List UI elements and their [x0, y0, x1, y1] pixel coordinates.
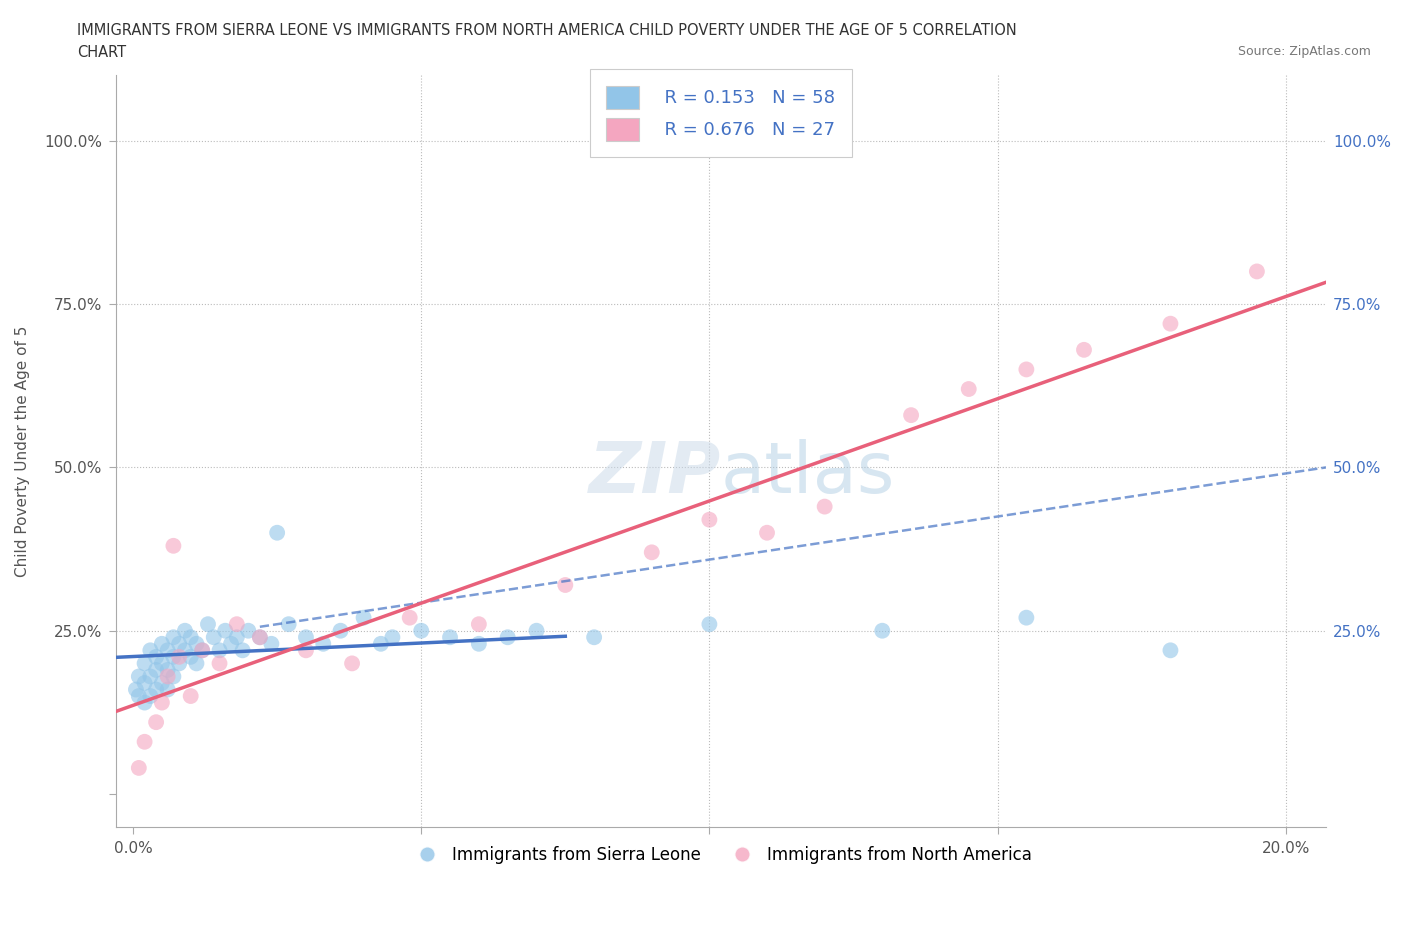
Point	[191, 643, 214, 658]
Point	[145, 649, 167, 664]
Point	[439, 630, 461, 644]
Point	[312, 636, 335, 651]
Point	[162, 630, 184, 644]
Point	[134, 675, 156, 690]
Point	[150, 636, 173, 651]
Point	[1073, 342, 1095, 357]
Point	[329, 623, 352, 638]
Point	[208, 656, 231, 671]
Point	[295, 643, 318, 658]
Point	[232, 643, 254, 658]
Point	[128, 761, 150, 776]
Point	[1246, 264, 1268, 279]
Point	[1159, 643, 1181, 658]
Point	[145, 662, 167, 677]
Point	[295, 630, 318, 644]
Text: ZIP: ZIP	[589, 439, 721, 508]
Point	[900, 407, 922, 422]
Point	[238, 623, 260, 638]
Point	[202, 630, 225, 644]
Point	[145, 682, 167, 697]
Point	[139, 669, 162, 684]
Point	[699, 617, 721, 631]
Point	[214, 623, 236, 638]
Point	[1015, 610, 1038, 625]
Point	[191, 643, 214, 658]
Point	[150, 695, 173, 710]
Point	[266, 525, 288, 540]
Text: atlas: atlas	[721, 439, 896, 508]
Point	[134, 735, 156, 750]
Point	[180, 649, 202, 664]
Point	[180, 688, 202, 703]
Point	[128, 688, 150, 703]
Point	[1159, 316, 1181, 331]
Point	[162, 538, 184, 553]
Point	[249, 630, 271, 644]
Point	[249, 630, 271, 644]
Point	[197, 617, 219, 631]
Point	[1015, 362, 1038, 377]
Text: Source: ZipAtlas.com: Source: ZipAtlas.com	[1237, 45, 1371, 58]
Point	[957, 381, 980, 396]
Point	[174, 643, 197, 658]
Point	[370, 636, 392, 651]
Point	[225, 617, 247, 631]
Point	[167, 636, 190, 651]
Legend: Immigrants from Sierra Leone, Immigrants from North America: Immigrants from Sierra Leone, Immigrants…	[404, 840, 1039, 871]
Point	[411, 623, 433, 638]
Point	[814, 499, 837, 514]
Point	[260, 636, 283, 651]
Point	[583, 630, 606, 644]
Point	[150, 675, 173, 690]
Point	[225, 630, 247, 644]
Point	[162, 669, 184, 684]
Point	[139, 688, 162, 703]
Point	[134, 695, 156, 710]
Point	[699, 512, 721, 527]
Text: IMMIGRANTS FROM SIERRA LEONE VS IMMIGRANTS FROM NORTH AMERICA CHILD POVERTY UNDE: IMMIGRANTS FROM SIERRA LEONE VS IMMIGRAN…	[77, 23, 1017, 38]
Point	[125, 682, 148, 697]
Point	[156, 662, 179, 677]
Point	[156, 682, 179, 697]
Point	[139, 643, 162, 658]
Point	[167, 656, 190, 671]
Point	[340, 656, 363, 671]
Point	[526, 623, 548, 638]
Point	[186, 636, 208, 651]
Point	[180, 630, 202, 644]
Point	[641, 545, 664, 560]
Point	[156, 669, 179, 684]
Point	[381, 630, 404, 644]
Point	[128, 669, 150, 684]
Point	[167, 649, 190, 664]
Point	[554, 578, 576, 592]
Point	[145, 715, 167, 730]
Point	[186, 656, 208, 671]
Point	[156, 643, 179, 658]
Point	[150, 656, 173, 671]
Point	[756, 525, 779, 540]
Point	[219, 636, 242, 651]
Point	[468, 636, 491, 651]
Point	[398, 610, 420, 625]
Point	[496, 630, 519, 644]
Point	[277, 617, 299, 631]
Point	[468, 617, 491, 631]
Point	[872, 623, 894, 638]
Point	[353, 610, 375, 625]
Point	[208, 643, 231, 658]
Point	[162, 649, 184, 664]
Point	[174, 623, 197, 638]
Point	[134, 656, 156, 671]
Y-axis label: Child Poverty Under the Age of 5: Child Poverty Under the Age of 5	[15, 326, 30, 577]
Text: CHART: CHART	[77, 45, 127, 60]
